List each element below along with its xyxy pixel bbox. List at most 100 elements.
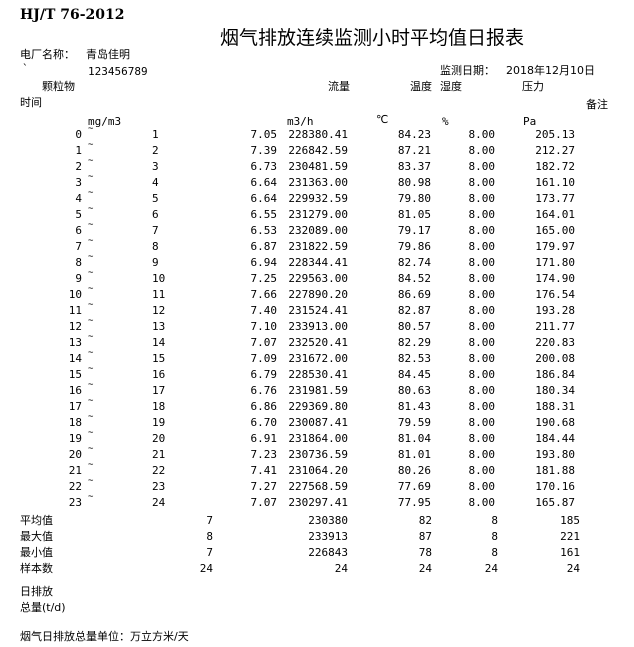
temperature-value: 77.69	[397, 480, 431, 493]
pressure-value: 181.88	[535, 464, 575, 477]
particulate-value: 6.94	[250, 256, 278, 269]
hour-from: 4	[75, 192, 82, 205]
flow-value: 227890.20	[288, 288, 348, 301]
tilde-separator: ~	[88, 460, 94, 470]
hour-to: 4	[152, 176, 159, 189]
pressure-value: 188.31	[535, 400, 575, 413]
unit-flow: m3/h	[287, 115, 314, 128]
hour-from: 3	[75, 176, 82, 189]
hour-from: 17	[68, 400, 82, 413]
flow-value: 229932.59	[288, 192, 348, 205]
particulate-value: 6.79	[250, 368, 278, 381]
tilde-separator: ~	[88, 172, 94, 182]
backtick-mark: `	[22, 62, 29, 75]
flow-value: 231279.00	[288, 208, 348, 221]
hour-from: 9	[75, 272, 82, 285]
temperature-value: 80.63	[397, 384, 431, 397]
temperature-value: 79.17	[397, 224, 431, 237]
humidity-value: 8	[491, 530, 498, 543]
particulate-value: 6.91	[250, 432, 278, 445]
hour-to: 10	[152, 272, 166, 285]
flow-value: 228380.41	[288, 128, 348, 141]
hour-from: 2	[75, 160, 82, 173]
hour-from: 11	[68, 304, 82, 317]
tilde-separator: ~	[88, 396, 94, 406]
tilde-separator: ~	[88, 188, 94, 198]
tilde-separator: ~	[88, 348, 94, 358]
pressure-value: 165.87	[535, 496, 575, 509]
temperature-value: 82.87	[397, 304, 431, 317]
particulate-value: 24	[199, 562, 213, 575]
hour-from: 16	[68, 384, 82, 397]
tilde-separator: ~	[88, 204, 94, 214]
particulate-value: 6.53	[250, 224, 278, 237]
tilde-separator: ~	[88, 220, 94, 230]
humidity-value: 8.00	[468, 240, 496, 253]
particulate-value: 6.55	[250, 208, 278, 221]
hour-to: 5	[152, 192, 159, 205]
tilde-separator: ~	[88, 268, 94, 278]
tilde-separator: ~	[88, 492, 94, 502]
tilde-separator: ~	[88, 380, 94, 390]
flow-value: 230297.41	[288, 496, 348, 509]
humidity-value: 8.00	[468, 192, 496, 205]
unit-pressure: Pa	[523, 115, 537, 128]
particulate-value: 7.27	[250, 480, 278, 493]
hour-from: 6	[75, 224, 82, 237]
tilde-separator: ~	[88, 412, 94, 422]
particulate-value: 7.41	[250, 464, 278, 477]
pressure-value: 174.90	[535, 272, 575, 285]
particulate-value: 7.10	[250, 320, 278, 333]
plant-label: 电厂名称：	[20, 48, 75, 61]
tilde-separator: ~	[88, 428, 94, 438]
flow-value: 227568.59	[288, 480, 348, 493]
humidity-value: 8.00	[468, 160, 496, 173]
hour-to: 1	[152, 128, 159, 141]
flow-value: 231672.00	[288, 352, 348, 365]
flow-value: 231864.00	[288, 432, 348, 445]
pressure-value: 200.08	[535, 352, 575, 365]
flow-value: 230380	[308, 514, 348, 527]
temperature-value: 80.26	[397, 464, 431, 477]
pressure-value: 182.72	[535, 160, 575, 173]
temperature-value: 82.29	[397, 336, 431, 349]
hour-from: 19	[68, 432, 82, 445]
hour-to: 6	[152, 208, 159, 221]
pressure-value: 161.10	[535, 176, 575, 189]
temperature-value: 81.01	[397, 448, 431, 461]
temperature-value: 77.95	[397, 496, 431, 509]
report-title: 烟气排放连续监测小时平均值日报表	[220, 27, 525, 49]
humidity-value: 8.00	[468, 256, 496, 269]
col-humidity: 湿度	[440, 80, 462, 93]
tilde-separator: ~	[88, 444, 94, 454]
humidity-value: 8.00	[468, 448, 496, 461]
humidity-value: 8.00	[468, 400, 496, 413]
humidity-value: 8.00	[468, 368, 496, 381]
hour-from: 8	[75, 256, 82, 269]
flow-value: 226842.59	[288, 144, 348, 157]
hour-to: 20	[152, 432, 166, 445]
tilde-separator: ~	[88, 364, 94, 374]
flow-value: 233913.00	[288, 320, 348, 333]
hour-to: 3	[152, 160, 159, 173]
temperature-value: 87	[418, 530, 432, 543]
humidity-value: 8.00	[468, 496, 496, 509]
hour-from: 5	[75, 208, 82, 221]
temperature-value: 86.69	[397, 288, 431, 301]
temperature-value: 80.98	[397, 176, 431, 189]
temperature-value: 81.05	[397, 208, 431, 221]
daily-total-label: 日排放	[20, 585, 53, 598]
col-remark: 备注	[586, 98, 608, 111]
pressure-value: 205.13	[535, 128, 575, 141]
hour-to: 11	[152, 288, 166, 301]
pressure-value: 193.80	[535, 448, 575, 461]
particulate-value: 6.70	[250, 416, 278, 429]
temperature-value: 79.59	[397, 416, 431, 429]
pressure-value: 173.77	[535, 192, 575, 205]
humidity-value: 8.00	[468, 416, 496, 429]
humidity-value: 8	[491, 546, 498, 559]
unit-particulate: mg/m3	[88, 115, 122, 128]
humidity-value: 8.00	[468, 320, 496, 333]
particulate-value: 6.76	[250, 384, 278, 397]
